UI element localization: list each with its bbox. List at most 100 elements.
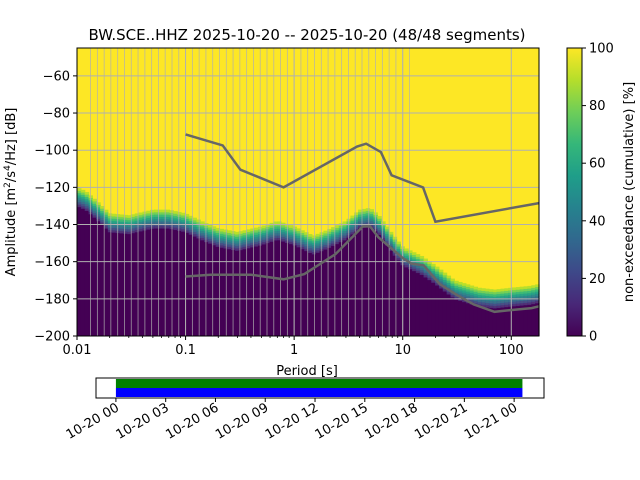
psd-density-band-cell	[385, 238, 390, 241]
psd-density-band-cell	[123, 219, 128, 223]
psd-density-band-cell	[481, 295, 486, 298]
psd-density-band-cell	[300, 239, 305, 243]
segment-coverage-bar	[115, 388, 523, 397]
y-tick-label: −100	[34, 144, 70, 159]
psd-density-band-cell	[473, 298, 478, 302]
psd-density-band-cell	[319, 246, 324, 249]
psd-density-band-cell	[92, 205, 97, 209]
psd-density-band-cell	[535, 298, 540, 302]
psd-density-band-cell	[354, 228, 359, 232]
psd-density-band-cell	[200, 230, 205, 234]
psd-density-band-cell	[277, 237, 282, 241]
psd-density-band-cell	[111, 216, 117, 219]
psd-density-low-cell	[157, 228, 163, 336]
psd-density-band-cell	[123, 217, 128, 220]
psd-density-band-cell	[473, 291, 478, 295]
psd-density-band-cell	[269, 234, 274, 238]
psd-density-band-cell	[127, 229, 132, 232]
psd-density-band-cell	[188, 220, 194, 224]
psd-density-band-cell	[481, 304, 486, 308]
psd-density-band-cell	[342, 237, 348, 241]
psd-density-band-cell	[358, 211, 363, 215]
psd-density-band-cell	[427, 261, 432, 264]
psd-density-band-cell	[211, 233, 217, 237]
psd-density-band-cell	[392, 243, 398, 247]
psd-density-band-cell	[431, 263, 436, 267]
psd-density-low-cell	[215, 246, 221, 336]
psd-density-band-cell	[227, 230, 232, 234]
psd-density-low-cell	[154, 228, 159, 336]
psd-density-band-cell	[512, 303, 517, 307]
psd-density-band-cell	[92, 203, 97, 207]
psd-density-band-cell	[184, 216, 190, 219]
psd-density-band-cell	[377, 216, 382, 219]
psd-density-low-cell	[338, 241, 344, 336]
psd-density-band-cell	[154, 221, 159, 224]
psd-density-band-cell	[492, 291, 498, 295]
psd-density-low-cell	[396, 260, 401, 336]
psd-density-band-cell	[180, 215, 186, 218]
psd-density-band-cell	[361, 218, 367, 221]
psd-density-band-cell	[173, 218, 178, 221]
psd-density-band-cell	[485, 288, 490, 292]
psd-density-band-cell	[219, 245, 224, 248]
psd-density-low-cell	[173, 229, 178, 336]
x-tick-label: 0.01	[63, 343, 92, 358]
y-tick-label: −80	[43, 107, 70, 122]
colorbar: 0 20 40 60 80 100 non-exceedance (cumulative)…	[566, 42, 637, 345]
psd-density-band-cell	[246, 234, 251, 237]
psd-density-band-cell	[180, 212, 186, 216]
psd-density-band-cell	[481, 290, 486, 294]
psd-density-band-cell	[269, 236, 274, 240]
psd-density-band-cell	[358, 214, 363, 217]
psd-density-low-cell	[192, 236, 197, 336]
psd-density-band-cell	[404, 264, 409, 268]
psd-density-low-cell	[388, 250, 394, 336]
psd-density-band-cell	[127, 215, 132, 218]
psd-density-band-cell	[242, 230, 247, 234]
psd-density-low-cell	[207, 243, 213, 336]
psd-density-band-cell	[381, 228, 386, 232]
psd-density-band-cell	[111, 218, 117, 222]
plot-frame	[76, 47, 540, 337]
psd-density-band-cell	[188, 225, 194, 228]
psd-density-band-cell	[504, 292, 509, 296]
psd-density-band-cell	[323, 240, 328, 243]
psd-density-band-cell	[450, 292, 455, 296]
psd-density-band-cell	[500, 290, 505, 294]
psd-density-band-cell	[96, 204, 101, 208]
psd-density-band-cell	[473, 286, 478, 290]
psd-density-band-cell	[223, 229, 228, 233]
y-axis-ticks: −60 −80 −100 −120 −140 −160 −180 −200	[34, 69, 77, 345]
psd-density-band-cell	[134, 229, 140, 233]
psd-density-band-cell	[281, 225, 286, 228]
psd-density-low-cell	[377, 234, 382, 336]
psd-density-band-cell	[219, 238, 224, 241]
psd-density-band-cell	[277, 233, 282, 236]
psd-density-band-cell	[527, 285, 532, 289]
psd-density-band-cell	[165, 214, 170, 218]
psd-density-band-cell	[369, 225, 375, 229]
psd-density-band-cell	[531, 285, 536, 288]
psd-density-low-cell	[408, 268, 413, 336]
psd-density-band-cell	[488, 289, 494, 292]
psd-density-band-cell	[292, 231, 298, 234]
psd-density-band-cell	[404, 255, 409, 259]
psd-density-band-cell	[246, 236, 251, 240]
psd-density-band-cell	[458, 281, 463, 285]
psd-density-band-cell	[365, 210, 371, 214]
psd-density-band-cell	[423, 274, 428, 278]
psd-density-band-cell	[427, 275, 432, 278]
psd-density-band-cell	[385, 231, 390, 234]
psd-density-band-cell	[427, 268, 432, 271]
psd-density-low-cell	[184, 232, 190, 336]
psd-density-band-cell	[277, 228, 282, 232]
colorbar-tick-label: 100	[589, 42, 614, 57]
psd-density-band-cell	[161, 209, 167, 213]
psd-density-band-cell	[381, 237, 386, 241]
psd-density-band-cell	[327, 228, 332, 232]
psd-density-band-cell	[535, 286, 540, 290]
psd-density-band-cell	[508, 304, 513, 307]
psd-density-band-cell	[323, 237, 328, 241]
psd-density-band-cell	[150, 223, 155, 227]
